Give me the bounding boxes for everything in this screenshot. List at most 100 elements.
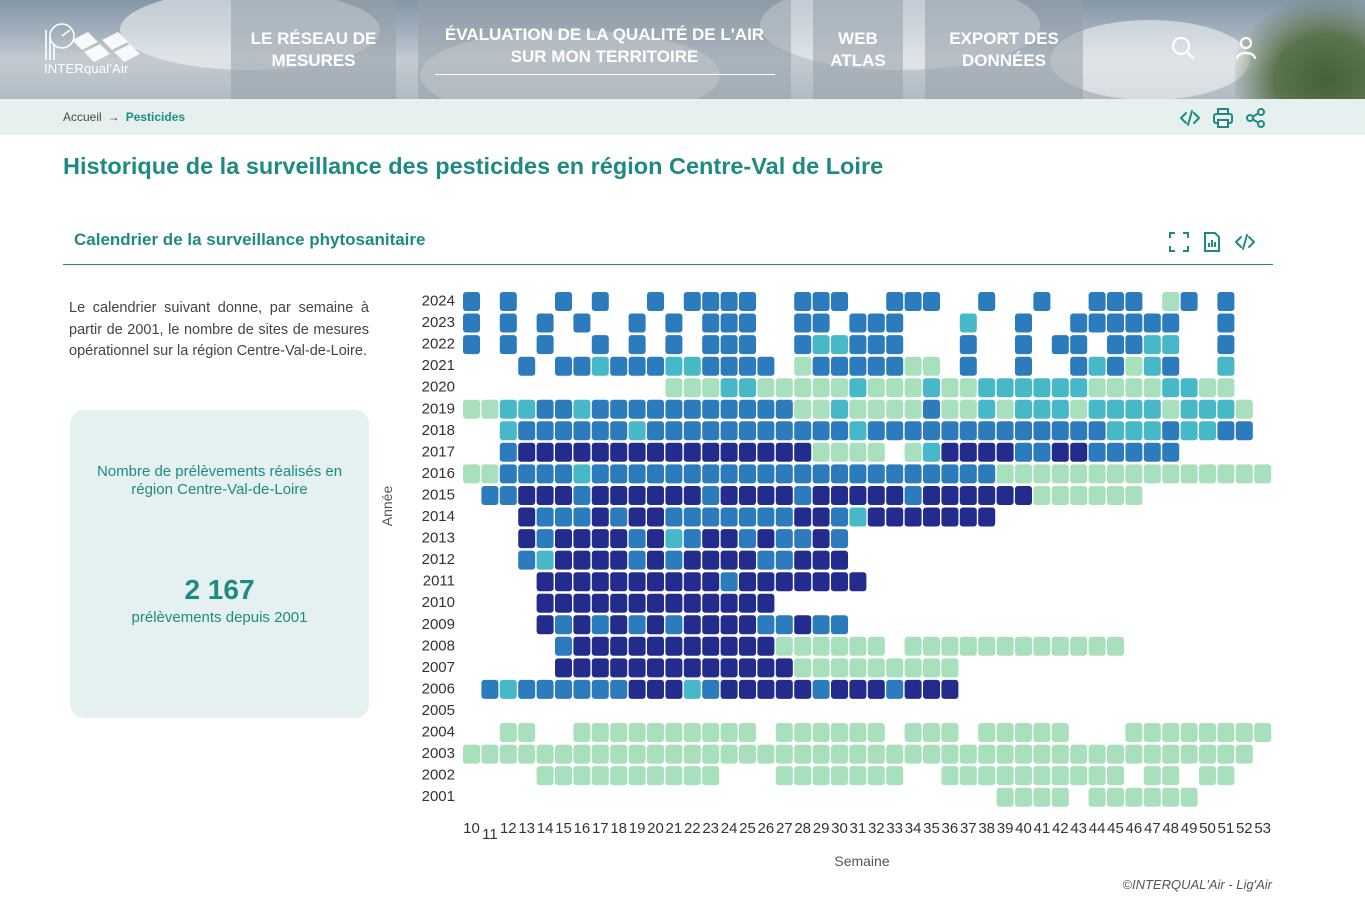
heatmap-cell[interactable]: [573, 744, 591, 764]
heatmap-cell[interactable]: [573, 464, 591, 484]
heatmap-cell[interactable]: [1051, 399, 1069, 419]
heatmap-cell[interactable]: [1199, 464, 1216, 484]
heatmap-cell[interactable]: [867, 679, 885, 699]
heatmap-cell[interactable]: [831, 723, 848, 742]
heatmap-cell[interactable]: [499, 292, 517, 311]
heatmap-cell[interactable]: [720, 507, 738, 527]
heatmap-cell[interactable]: [683, 658, 701, 678]
heatmap-cell[interactable]: [867, 507, 885, 527]
heatmap-cell[interactable]: [683, 615, 701, 635]
heatmap-cell[interactable]: [1107, 442, 1124, 462]
heatmap-cell[interactable]: [628, 744, 646, 764]
heatmap-cell[interactable]: [978, 744, 996, 764]
heatmap-cell[interactable]: [591, 529, 609, 549]
heatmap-cell[interactable]: [1033, 744, 1051, 764]
heatmap-cell[interactable]: [591, 572, 609, 592]
heatmap-cell[interactable]: [573, 313, 591, 333]
heatmap-cell[interactable]: [867, 464, 885, 484]
heatmap-cell[interactable]: [702, 292, 720, 311]
heatmap-cell[interactable]: [794, 399, 812, 419]
heatmap-cell[interactable]: [591, 356, 609, 376]
heatmap-cell[interactable]: [941, 507, 959, 527]
heatmap-cell[interactable]: [591, 486, 609, 505]
heatmap-cell[interactable]: [1217, 744, 1235, 764]
heatmap-cell[interactable]: [831, 442, 848, 462]
heatmap-cell[interactable]: [941, 679, 959, 699]
heatmap-cell[interactable]: [628, 335, 646, 355]
heatmap-cell[interactable]: [702, 572, 720, 592]
heatmap-cell[interactable]: [794, 744, 812, 764]
heatmap-cell[interactable]: [702, 421, 720, 441]
heatmap-cell[interactable]: [1051, 464, 1069, 484]
heatmap-cell[interactable]: [886, 486, 904, 505]
heatmap-cell[interactable]: [775, 399, 793, 419]
heatmap-cell[interactable]: [794, 636, 812, 656]
heatmap-cell[interactable]: [886, 335, 904, 355]
heatmap-cell[interactable]: [647, 615, 664, 635]
heatmap-cell[interactable]: [794, 529, 812, 549]
heatmap-cell[interactable]: [1051, 442, 1069, 462]
heatmap-cell[interactable]: [720, 679, 738, 699]
heatmap-cell[interactable]: [720, 421, 738, 441]
heatmap-cell[interactable]: [555, 399, 572, 419]
heatmap-cell[interactable]: [683, 378, 701, 398]
heatmap-cell[interactable]: [775, 442, 793, 462]
heatmap-cell[interactable]: [1015, 313, 1032, 333]
heatmap-cell[interactable]: [518, 486, 536, 505]
logo-icon[interactable]: [40, 18, 150, 82]
heatmap-cell[interactable]: [536, 464, 554, 484]
heatmap-cell[interactable]: [683, 636, 701, 656]
heatmap-cell[interactable]: [904, 486, 922, 505]
heatmap-cell[interactable]: [518, 399, 536, 419]
heatmap-cell[interactable]: [1217, 313, 1235, 333]
heatmap-cell[interactable]: [812, 658, 830, 678]
heatmap-cell[interactable]: [739, 335, 756, 355]
heatmap-cell[interactable]: [573, 723, 591, 742]
heatmap-cell[interactable]: [499, 486, 517, 505]
heatmap-cell[interactable]: [573, 615, 591, 635]
heatmap-cell[interactable]: [1070, 486, 1088, 505]
heatmap-cell[interactable]: [1217, 356, 1235, 376]
chart-report-icon[interactable]: [1201, 231, 1223, 253]
heatmap-cell[interactable]: [628, 313, 646, 333]
heatmap-cell[interactable]: [573, 636, 591, 656]
heatmap-cell[interactable]: [886, 679, 904, 699]
heatmap-cell[interactable]: [1125, 335, 1143, 355]
heatmap-cell[interactable]: [959, 464, 977, 484]
heatmap-cell[interactable]: [1051, 421, 1069, 441]
heatmap-cell[interactable]: [720, 464, 738, 484]
heatmap-cell[interactable]: [1254, 464, 1272, 484]
heatmap-cell[interactable]: [1143, 787, 1161, 807]
heatmap-cell[interactable]: [555, 744, 572, 764]
heatmap-cell[interactable]: [555, 679, 572, 699]
heatmap-cell[interactable]: [739, 313, 756, 333]
heatmap-cell[interactable]: [831, 636, 848, 656]
heatmap-cell[interactable]: [463, 399, 480, 419]
heatmap-cell[interactable]: [683, 464, 701, 484]
heatmap-cell[interactable]: [904, 744, 922, 764]
heatmap-cell[interactable]: [1033, 399, 1051, 419]
heatmap-cell[interactable]: [1033, 421, 1051, 441]
heatmap-cell[interactable]: [610, 507, 628, 527]
heatmap-cell[interactable]: [794, 313, 812, 333]
heatmap-cell[interactable]: [1051, 636, 1069, 656]
heatmap-cell[interactable]: [702, 486, 720, 505]
heatmap-cell[interactable]: [499, 723, 517, 742]
heatmap-cell[interactable]: [665, 572, 683, 592]
heatmap-cell[interactable]: [1070, 313, 1088, 333]
heatmap-cell[interactable]: [775, 723, 793, 742]
heatmap-cell[interactable]: [1143, 378, 1161, 398]
heatmap-cell[interactable]: [702, 615, 720, 635]
heatmap-cell[interactable]: [1125, 442, 1143, 462]
heatmap-cell[interactable]: [775, 615, 793, 635]
heatmap-cell[interactable]: [665, 636, 683, 656]
heatmap-cell[interactable]: [702, 464, 720, 484]
heatmap-cell[interactable]: [573, 486, 591, 505]
heatmap-cell[interactable]: [959, 356, 977, 376]
heatmap-cell[interactable]: [941, 723, 959, 742]
heatmap-cell[interactable]: [941, 442, 959, 462]
heatmap-cell[interactable]: [518, 464, 536, 484]
heatmap-cell[interactable]: [665, 723, 683, 742]
heatmap-cell[interactable]: [683, 572, 701, 592]
heatmap-cell[interactable]: [481, 399, 499, 419]
